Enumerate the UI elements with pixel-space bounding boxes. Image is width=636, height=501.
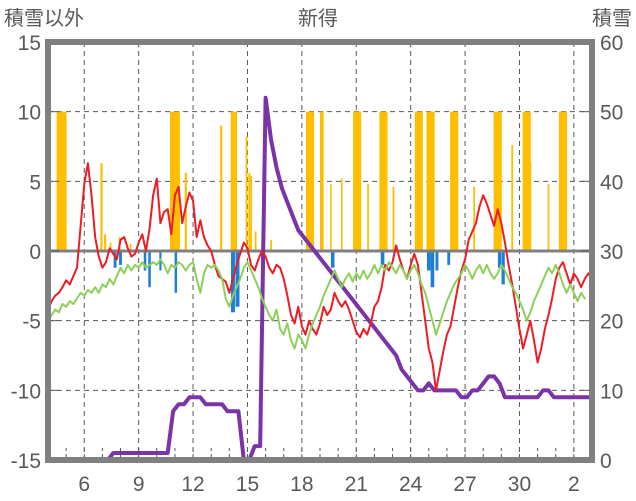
- left-tick-label: 15: [18, 32, 41, 55]
- x-axis-tick-labels: 6 9 12 15 18 21 24 27 30 2: [78, 473, 579, 496]
- line-series-snow_depth: [46, 95, 594, 462]
- x-tick-label: 27: [453, 473, 476, 496]
- bar: [250, 175, 252, 251]
- page-title: 新得: [298, 8, 338, 30]
- line-series-temp_min: [47, 258, 586, 350]
- bar: [100, 163, 103, 251]
- bar-series-layer: [56, 111, 568, 313]
- bar: [220, 125, 223, 251]
- bar: [435, 251, 439, 271]
- right-axis-tick-labels: 60 50 40 30 20 10 0: [600, 32, 623, 473]
- bar: [493, 111, 502, 252]
- bar: [119, 251, 122, 265]
- bar: [456, 153, 458, 251]
- left-tick-label: 0: [29, 241, 41, 264]
- bar: [522, 111, 531, 252]
- right-axis-title: 積雪: [592, 8, 632, 30]
- left-tick-label: -15: [11, 450, 41, 473]
- right-tick-label: 50: [600, 102, 623, 125]
- bar: [148, 251, 151, 288]
- right-tick-label: 0: [600, 450, 612, 473]
- bar: [270, 239, 272, 251]
- right-tick-label: 10: [600, 380, 623, 403]
- bar: [248, 172, 251, 251]
- x-tick-label: 12: [181, 473, 204, 496]
- bar: [254, 231, 257, 251]
- bar: [129, 244, 132, 251]
- bar: [367, 184, 369, 251]
- line-series-temp_max: [47, 162, 593, 392]
- plot-frame: [45, 39, 595, 463]
- x-tick-label: 18: [290, 473, 313, 496]
- line-series-layer: [46, 95, 594, 462]
- bar: [380, 251, 385, 265]
- bar: [426, 251, 431, 271]
- bar: [340, 178, 343, 251]
- bar: [430, 251, 435, 288]
- bar: [432, 156, 435, 251]
- bar: [169, 111, 180, 252]
- left-axis-title: 積雪以外: [4, 8, 84, 30]
- x-tick-label: 21: [345, 473, 368, 496]
- right-tick-label: 30: [600, 241, 623, 264]
- bar: [497, 251, 502, 268]
- bar-series-precipitation: [56, 111, 568, 252]
- axis-tick-marks: [51, 111, 589, 457]
- right-tick-label: 40: [600, 171, 623, 194]
- bar: [426, 111, 435, 252]
- bar: [184, 172, 187, 251]
- bar: [511, 145, 514, 251]
- bar: [104, 234, 107, 251]
- right-tick-label: 20: [600, 311, 623, 334]
- bar: [245, 136, 248, 251]
- bar: [109, 242, 112, 251]
- x-tick-label: 24: [399, 473, 423, 496]
- left-tick-label: 5: [29, 171, 41, 194]
- bar: [143, 251, 147, 271]
- bar: [113, 251, 117, 268]
- bar: [353, 111, 362, 252]
- x-tick-label: 6: [78, 473, 90, 496]
- bar: [56, 111, 67, 252]
- left-tick-label: 10: [18, 102, 41, 125]
- bar: [330, 251, 335, 268]
- bar: [379, 111, 388, 252]
- bar: [392, 186, 395, 251]
- bar: [558, 111, 568, 252]
- bar: [547, 184, 550, 251]
- bar: [174, 251, 178, 293]
- bar: [473, 186, 476, 251]
- bar: [450, 111, 459, 252]
- bar: [230, 111, 238, 252]
- left-axis-tick-labels: 15 10 5 0 -5 -10 -15: [11, 32, 41, 473]
- bar: [447, 251, 451, 265]
- bar: [330, 184, 332, 251]
- right-tick-label: 60: [600, 32, 623, 55]
- x-tick-label: 9: [133, 473, 145, 496]
- left-tick-label: -10: [11, 380, 41, 403]
- x-tick-label: 15: [236, 473, 259, 496]
- bar: [529, 161, 532, 251]
- bar: [235, 251, 240, 307]
- x-tick-label: 30: [508, 473, 531, 496]
- left-tick-label: -5: [22, 311, 41, 334]
- x-tick-label: 2: [568, 473, 580, 496]
- bar: [320, 111, 324, 252]
- bar: [414, 111, 423, 252]
- bar: [305, 111, 315, 252]
